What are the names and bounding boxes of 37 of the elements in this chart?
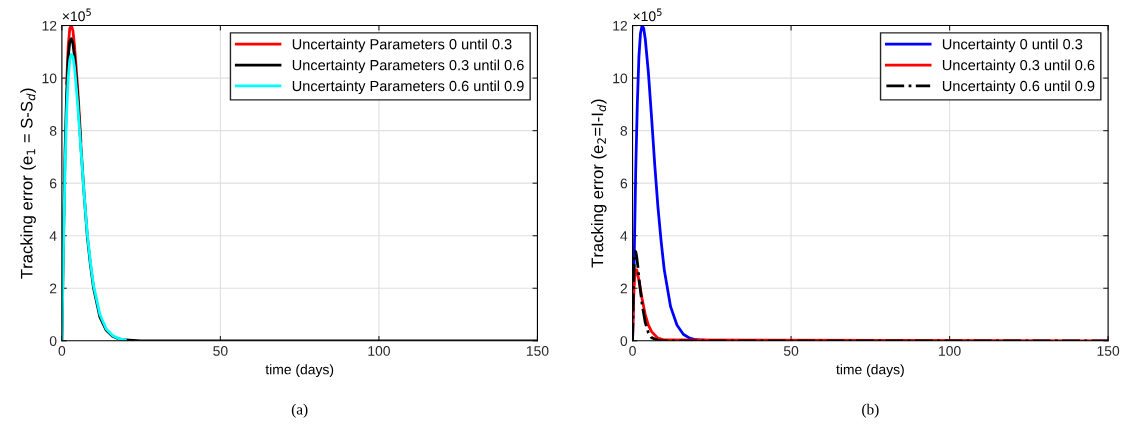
y-tick-label: 12 <box>613 20 627 31</box>
x-tick-label: 50 <box>213 346 228 356</box>
text: ×10$^{5}$ <box>62 8 91 22</box>
x-tick-label: 150 <box>1097 346 1120 356</box>
x-tick-label: 0 <box>629 346 636 356</box>
y-tick-label: 8 <box>620 125 628 136</box>
text: (a) <box>291 403 308 418</box>
x-tick-label: 100 <box>368 346 390 356</box>
y-axis-title: Tracking error (e$_{1}$ = S-S$_{d}$) <box>20 88 36 279</box>
y-tick-label: 10 <box>42 73 57 84</box>
legend-label: Uncertainty 0 until 0.3 <box>942 38 1083 53</box>
y-tick-label: 4 <box>49 231 57 241</box>
line-series <box>61 53 127 341</box>
x-tick-label: 0 <box>58 346 66 356</box>
x-tick-label: 50 <box>783 346 799 356</box>
text: (b) <box>862 403 879 418</box>
x-axis-title: time (days) <box>265 364 334 378</box>
legend-label: Uncertainty Parameters 0.3 until 0.6 <box>292 59 524 74</box>
y-tick-label: 2 <box>49 283 57 294</box>
y-tick-label: 10 <box>613 73 628 84</box>
y-tick-label: 4 <box>620 231 628 241</box>
y-tick-label: 6 <box>50 178 57 189</box>
y-tick-label: 0 <box>620 336 628 346</box>
y-tick-label: 2 <box>620 283 627 294</box>
y-tick-label: 6 <box>620 178 628 189</box>
text: ×10$^{5}$ <box>633 8 662 22</box>
y-axis-title: Tracking error (e$_{2}$=I-I$_{d}$) <box>591 99 607 268</box>
y-tick-label: 12 <box>42 20 57 31</box>
y-tick-label: 8 <box>49 125 57 136</box>
legend-label: Uncertainty 0.3 until 0.6 <box>942 59 1095 74</box>
legend-label: Uncertainty Parameters 0.6 until 0.9 <box>292 80 524 95</box>
y-tick-label: 0 <box>49 336 57 346</box>
x-tick-label: 100 <box>939 346 961 356</box>
x-tick-label: 150 <box>526 346 549 356</box>
legend-label: Uncertainty Parameters 0 until 0.3 <box>292 38 512 53</box>
x-axis-title: time (days) <box>836 364 904 378</box>
legend-label: Uncertainty 0.6 until 0.9 <box>942 80 1095 95</box>
